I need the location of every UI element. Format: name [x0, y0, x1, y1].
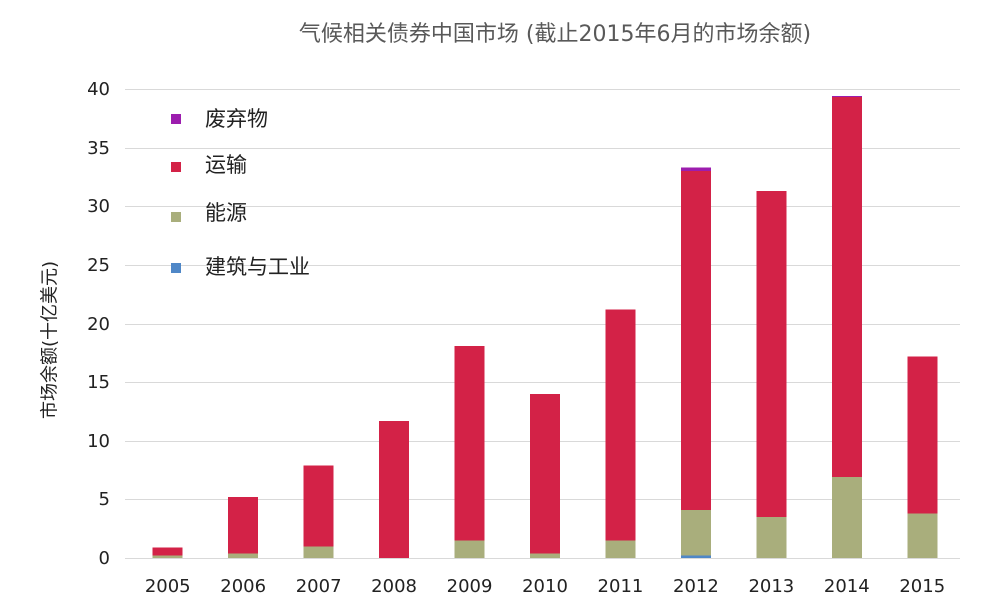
bar-stack-2014	[831, 96, 862, 558]
bar-stack-2005	[152, 547, 183, 558]
y-tick-label-20: 20	[87, 314, 110, 335]
bar-transport-2015	[907, 356, 938, 514]
bar-transport-2009	[454, 345, 485, 541]
bar-energy-2011	[605, 540, 636, 558]
bar-energy-2015	[907, 513, 938, 558]
bar-buildings-industry-2012	[680, 555, 711, 558]
bar-energy-2006	[228, 553, 259, 558]
x-tick-label-2010: 2010	[522, 576, 568, 597]
bar-stack-2008	[379, 420, 410, 558]
legend-label-waste: 废弃物	[205, 107, 268, 131]
bar-stack-2006	[228, 497, 259, 558]
y-tick-label-5: 5	[99, 489, 110, 510]
bar-waste-2012	[680, 167, 711, 172]
bar-stack-2011	[605, 309, 636, 558]
chart-title: 气候相关债券中国市场 (截止2015年6月的市场余额)	[299, 22, 811, 47]
legend-item-energy: 能源	[171, 201, 247, 225]
legend: 废弃物 运输 能源 建筑与工业	[171, 107, 310, 279]
x-tick-label-2008: 2008	[371, 576, 417, 597]
bar-stack-2009	[454, 345, 485, 558]
legend-marker-energy	[171, 212, 181, 222]
bar-transport-2007	[303, 465, 334, 547]
legend-item-buildings-industry: 建筑与工业	[171, 255, 310, 279]
bar-energy-2007	[303, 546, 334, 558]
bar-energy-2009	[454, 540, 485, 558]
x-tick-label-2013: 2013	[748, 576, 794, 597]
legend-label-buildings-industry: 建筑与工业	[205, 255, 310, 279]
y-axis-label: 市场余额(十亿美元)	[40, 261, 61, 419]
x-tick-labels: 2005 2006 2007 2008 2009 2010 2011 2012 2013 2014…	[145, 576, 945, 597]
legend-label-energy: 能源	[205, 201, 247, 225]
bar-stack-2013	[756, 191, 787, 558]
bar-stack-2010	[530, 393, 560, 558]
y-tick-label-0: 0	[99, 548, 110, 569]
bar-transport-2011	[605, 309, 636, 541]
bar-energy-2014	[831, 477, 862, 558]
bar-energy-2012	[680, 509, 711, 556]
x-tick-label-2006: 2006	[220, 576, 266, 597]
legend-item-waste: 废弃物	[171, 107, 268, 131]
legend-item-transport: 运输	[171, 153, 247, 177]
legend-marker-waste	[171, 114, 181, 124]
bar-transport-2013	[756, 191, 787, 517]
y-tick-label-25: 25	[87, 255, 110, 276]
legend-label-transport: 运输	[205, 153, 247, 177]
y-tick-label-35: 35	[87, 138, 110, 159]
x-tick-label-2007: 2007	[296, 576, 342, 597]
x-tick-label-2011: 2011	[598, 576, 644, 597]
y-tick-label-10: 10	[87, 431, 110, 452]
bar-waste-2014	[831, 96, 862, 98]
x-tick-label-2014: 2014	[824, 576, 870, 597]
legend-marker-transport	[171, 162, 181, 172]
bar-stack-2015	[907, 356, 938, 558]
legend-marker-buildings-industry	[171, 263, 181, 273]
bar-energy-2005	[152, 555, 183, 558]
bar-stack-2012	[680, 167, 711, 558]
bar-transport-2005	[152, 547, 183, 556]
bar-stacks	[152, 96, 938, 558]
bar-transport-2008	[379, 420, 410, 558]
x-tick-label-2012: 2012	[673, 576, 719, 597]
bar-transport-2014	[831, 97, 862, 478]
x-tick-label-2015: 2015	[899, 576, 945, 597]
y-tick-label-15: 15	[87, 372, 110, 393]
bar-stack-2007	[303, 465, 334, 558]
bar-energy-2013	[756, 516, 787, 558]
x-tick-label-2005: 2005	[145, 576, 191, 597]
bar-transport-2010	[530, 393, 560, 554]
x-tick-label-2009: 2009	[447, 576, 493, 597]
y-tick-label-40: 40	[87, 79, 110, 100]
bar-transport-2006	[228, 497, 259, 554]
bar-energy-2010	[530, 553, 560, 558]
bar-transport-2012	[680, 171, 711, 510]
y-tick-labels: 0 5 10 15 20 25 30 35 40	[87, 79, 110, 569]
y-tick-label-30: 30	[87, 196, 110, 217]
